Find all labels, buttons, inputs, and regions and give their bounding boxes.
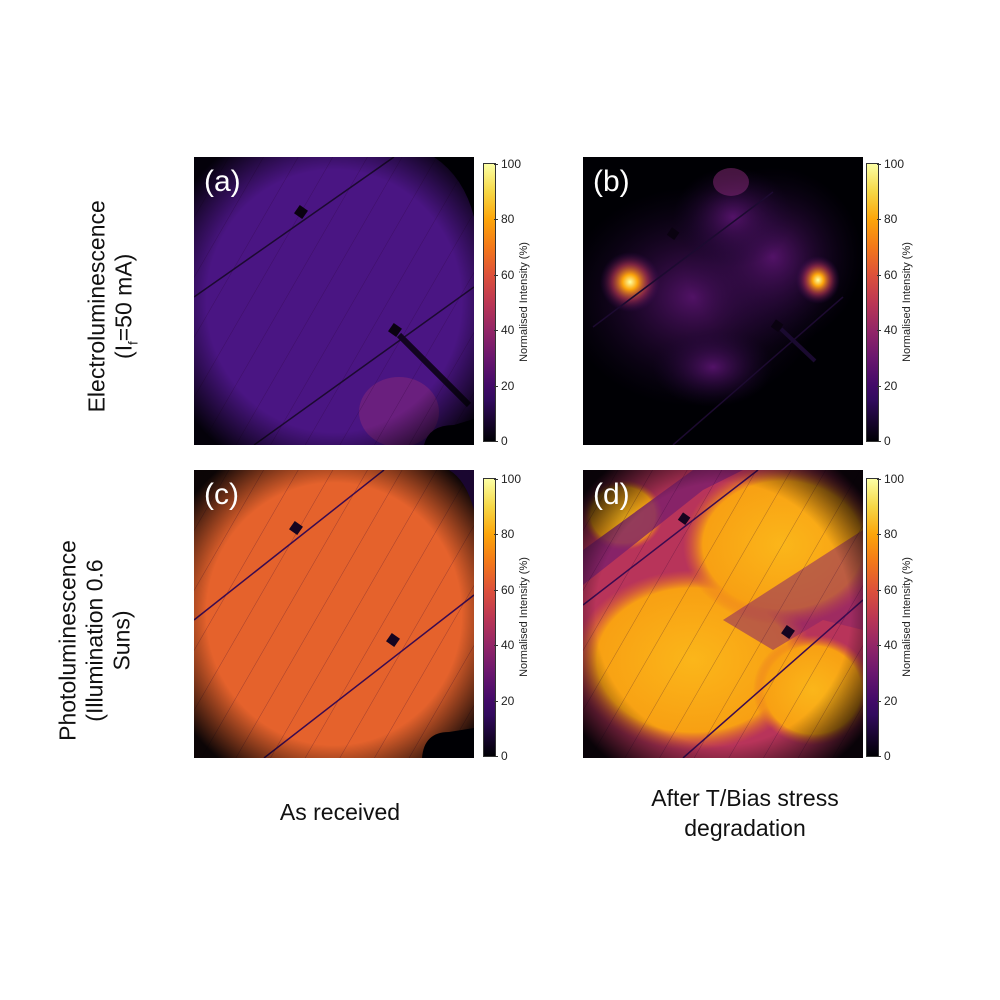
row-label-line: Photoluminescence	[54, 540, 81, 741]
colorbar-a: 100 80 60 40 20 0 Normalised Intensity (…	[483, 157, 530, 448]
tick-label: 100	[501, 157, 522, 171]
el-image-a	[193, 156, 475, 447]
row-label-electroluminescence: Electroluminescence (If=50 mA)	[84, 186, 147, 426]
colorbar-label: Normalised Intensity (%)	[518, 242, 530, 362]
tick-label: 20	[501, 693, 515, 708]
pl-image-c	[193, 469, 475, 759]
tick-label: 80	[501, 527, 515, 542]
panel-b-el-degraded: (b)	[563, 157, 863, 446]
column-label-as-received: As received	[279, 799, 401, 825]
panel-a-el-as-received: (a)	[193, 156, 475, 447]
panel-label: (d)	[593, 478, 630, 511]
row-label-line: (If=50 mA)	[111, 186, 147, 426]
el-image-b	[563, 157, 863, 446]
tick-label: 100	[501, 472, 522, 486]
column-label-line: degradation	[684, 815, 806, 841]
tick-label: 80	[501, 212, 515, 227]
tick-label: 60	[501, 582, 515, 597]
colorbar-b: 100 80 60 40 20 0 Normalised Intensity (…	[866, 157, 913, 448]
column-label-line: After T/Bias stress	[651, 785, 839, 811]
panel-label: (a)	[204, 165, 241, 198]
tick-label: 0	[884, 434, 891, 448]
pl-image-d	[573, 465, 883, 759]
tick-label: 20	[501, 378, 515, 393]
colorbar-d: 100 80 60 40 20 0 Normalised Intensity (…	[866, 472, 913, 763]
colorbar-label: Normalised Intensity (%)	[518, 557, 530, 677]
tick-label: 100	[884, 157, 905, 171]
tick-label: 0	[501, 434, 508, 448]
tick-label: 40	[501, 638, 515, 653]
tick-label: 80	[884, 527, 898, 542]
panel-d-pl-degraded: (d)	[573, 465, 883, 759]
tick-label: 20	[884, 378, 898, 393]
colorbar-label: Normalised Intensity (%)	[901, 242, 913, 362]
tick-label: 0	[884, 749, 891, 763]
panel-label: (c)	[204, 478, 239, 511]
text: =50 mA)	[110, 253, 137, 342]
tick-label: 40	[884, 638, 898, 653]
tick-label: 20	[884, 693, 898, 708]
row-label-photoluminescence: Photoluminescence (Illumination 0.6 Suns…	[55, 511, 136, 771]
tick-label: 40	[501, 323, 515, 338]
tick-label: 60	[501, 267, 515, 282]
row-label-line: Suns)	[108, 610, 135, 671]
row-label-line: Electroluminescence	[83, 200, 110, 413]
tick-label: 80	[884, 212, 898, 227]
tick-label: 60	[884, 267, 898, 282]
row-label-line: (Illumination 0.6	[81, 559, 108, 722]
tick-label: 40	[884, 323, 898, 338]
subscript: f	[125, 341, 141, 345]
panel-label: (b)	[593, 165, 630, 198]
tick-label: 60	[884, 582, 898, 597]
panel-c-pl-as-received: (c)	[193, 469, 475, 759]
colorbar-label: Normalised Intensity (%)	[901, 557, 913, 677]
tick-label: 100	[884, 472, 905, 486]
column-label-after-degradation: After T/Bias stress degradation	[600, 783, 890, 843]
text: (I	[110, 344, 137, 359]
colorbar-c: 100 80 60 40 20 0 Normalised Intensity (…	[483, 472, 530, 763]
tick-label: 0	[501, 749, 508, 763]
